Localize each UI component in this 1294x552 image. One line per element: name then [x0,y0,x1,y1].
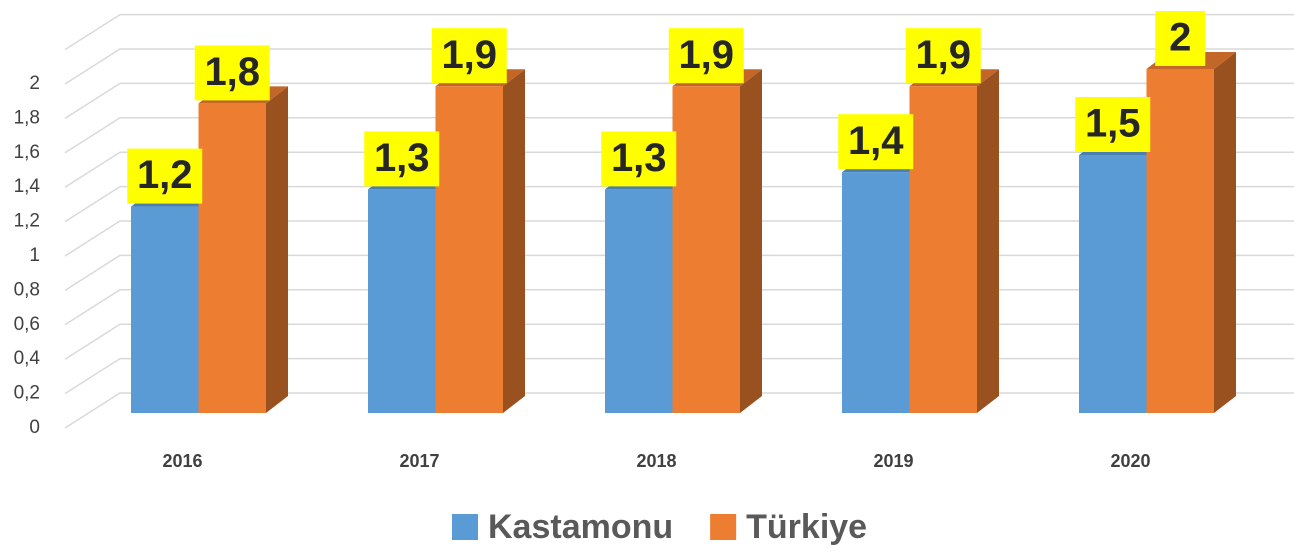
value-label: 1,5 [1085,102,1141,146]
bar [198,103,266,414]
grid-line [64,48,1294,85]
value-label: 1,3 [611,136,667,180]
value-label: 1,9 [678,33,734,77]
y-tick-label: 0,2 [14,383,40,404]
bar [131,206,199,413]
bar-side [977,69,999,413]
bar [842,172,910,413]
bar [1079,155,1147,413]
bar [435,86,503,413]
x-tick-label: 2020 [1110,451,1150,471]
grid-line [64,13,1294,51]
bar-side [740,69,762,413]
value-label-box [1155,11,1206,66]
y-tick-label: 1,2 [14,211,40,232]
y-tick-label: 0,8 [14,279,40,300]
value-label: 1,2 [137,153,193,197]
value-label: 1,9 [915,33,971,77]
value-label-box [194,45,270,101]
x-tick-label: 2019 [873,451,913,471]
y-tick-label: 1,6 [14,142,40,163]
legend-swatch [452,514,478,540]
bar-side [503,69,525,413]
bar-side [266,86,288,414]
x-tick-label: 2016 [162,451,202,471]
x-tick-label: 2018 [636,451,676,471]
bar [1146,69,1214,413]
value-label: 1,4 [848,119,904,163]
legend-swatch [710,514,737,540]
value-label: 1,9 [441,33,497,77]
bar [605,189,673,413]
x-tick-label: 2017 [399,451,439,471]
value-label-box [127,148,203,204]
value-label: 2 [1169,16,1191,60]
value-label-box [364,131,440,187]
value-label-box [601,131,677,187]
y-tick-label: 0 [29,417,40,438]
legend-label: Kastamonu [488,508,673,546]
y-tick-label: 0,6 [14,314,40,335]
value-label-box [905,28,981,84]
bar [909,86,977,413]
value-label-box [668,28,744,84]
bar [672,86,740,413]
value-label-box [431,28,507,84]
bar [368,189,436,413]
y-tick-label: 0,4 [14,348,41,369]
y-tick-label: 2 [29,73,40,94]
value-label-box [1075,97,1151,152]
value-label-box [838,114,914,170]
value-label: 1,8 [204,50,260,94]
legend-label: Türkiye [746,508,867,546]
value-label: 1,3 [374,136,430,180]
y-tick-label: 1,8 [14,107,40,128]
grid-line [64,82,1294,120]
y-tick-label: 1,4 [14,176,41,197]
y-tick-label: 1 [29,245,40,266]
bar-side [1214,52,1236,413]
